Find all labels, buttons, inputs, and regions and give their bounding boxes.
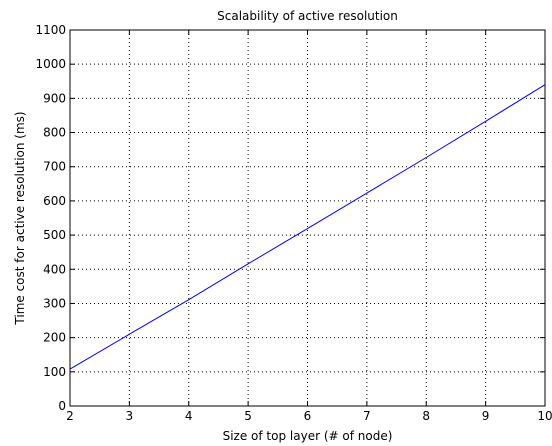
y-axis-title: Time cost for active resolution (ms) xyxy=(13,111,27,325)
y-tick-label: 900 xyxy=(43,91,66,105)
y-tick-label: 600 xyxy=(43,194,66,208)
y-tick-labels: 0 100 200 300 400 500 600 700 800 900 1000 1100 xyxy=(35,23,66,413)
y-tick-label: 500 xyxy=(43,228,66,242)
x-tick-label: 10 xyxy=(537,409,552,423)
x-tick-label: 6 xyxy=(304,409,312,423)
x-tick-label: 2 xyxy=(66,409,74,423)
x-tick-label: 8 xyxy=(422,409,430,423)
series-layer xyxy=(69,84,546,370)
y-tick-label: 700 xyxy=(43,160,66,174)
y-tick-label: 1100 xyxy=(35,23,66,37)
y-tick-label: 200 xyxy=(43,331,66,345)
x-tick-label: 7 xyxy=(363,409,371,423)
axis-ticks xyxy=(69,29,546,407)
x-tick-label: 5 xyxy=(244,409,252,423)
y-tick-label: 1000 xyxy=(35,57,66,71)
y-tick-label: 0 xyxy=(58,399,66,413)
y-tick-label: 400 xyxy=(43,262,66,276)
x-tick-label: 9 xyxy=(482,409,490,423)
y-tick-label: 800 xyxy=(43,126,66,140)
x-tick-labels: 2 3 4 5 6 7 8 9 10 xyxy=(66,409,552,423)
chart-title: Scalability of active resolution xyxy=(217,9,398,23)
x-tick-label: 3 xyxy=(126,409,134,423)
x-tick-label: 4 xyxy=(185,409,193,423)
series-line xyxy=(69,84,546,370)
y-tick-label: 100 xyxy=(43,365,66,379)
x-axis-title: Size of top layer (# of node) xyxy=(223,429,393,443)
grid xyxy=(70,30,545,406)
y-tick-label: 300 xyxy=(43,296,66,310)
